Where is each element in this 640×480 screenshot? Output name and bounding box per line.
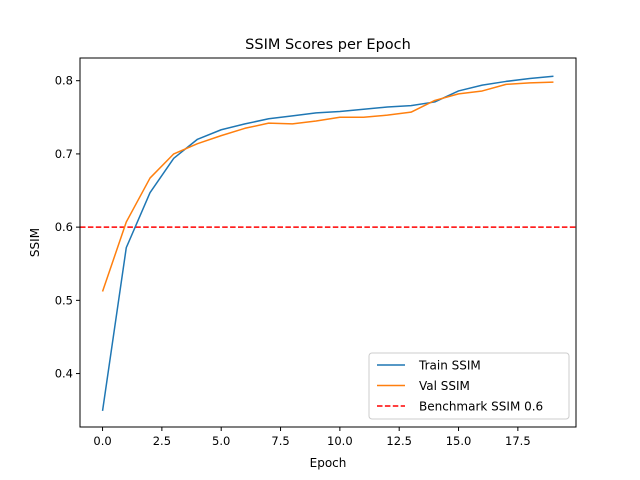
x-tick-label: 0.0 <box>93 434 111 448</box>
x-tick-label: 2.5 <box>153 434 171 448</box>
plot-frame <box>79 57 577 428</box>
x-tick-label: 10.0 <box>327 434 353 448</box>
y-tick-label: 0.4 <box>55 367 73 381</box>
legend-box <box>368 352 570 420</box>
x-tick-label: 15.0 <box>446 434 472 448</box>
chart-title: SSIM Scores per Epoch <box>245 37 411 53</box>
legend: Train SSIM Val SSIM Benchmark SSIM 0.6 <box>368 352 570 420</box>
x-tick-label: 5.0 <box>212 434 230 448</box>
x-axis: 0.0 2.5 5.0 7.5 10.0 12.5 15.0 17.5 <box>93 427 531 448</box>
series-lines <box>101 75 554 411</box>
y-axis-label: SSIM <box>28 228 42 257</box>
legend-label: Benchmark SSIM 0.6 <box>419 400 543 414</box>
plot-area <box>79 57 577 428</box>
series-line-val-ssim <box>101 81 554 292</box>
legend-label: Train SSIM <box>418 359 481 373</box>
y-tick-label: 0.7 <box>55 147 73 161</box>
x-tick-label: 17.5 <box>505 434 531 448</box>
x-axis-label: Epoch <box>310 456 347 470</box>
y-tick-label: 0.5 <box>55 293 73 307</box>
series-line-train-ssim <box>101 75 554 411</box>
y-tick-label: 0.6 <box>55 220 73 234</box>
x-tick-label: 12.5 <box>386 434 412 448</box>
y-tick-label: 0.8 <box>55 74 73 88</box>
x-tick-label: 7.5 <box>271 434 289 448</box>
y-axis: 0.4 0.5 0.6 0.7 0.8 <box>55 74 80 381</box>
legend-label: Val SSIM <box>419 379 470 393</box>
